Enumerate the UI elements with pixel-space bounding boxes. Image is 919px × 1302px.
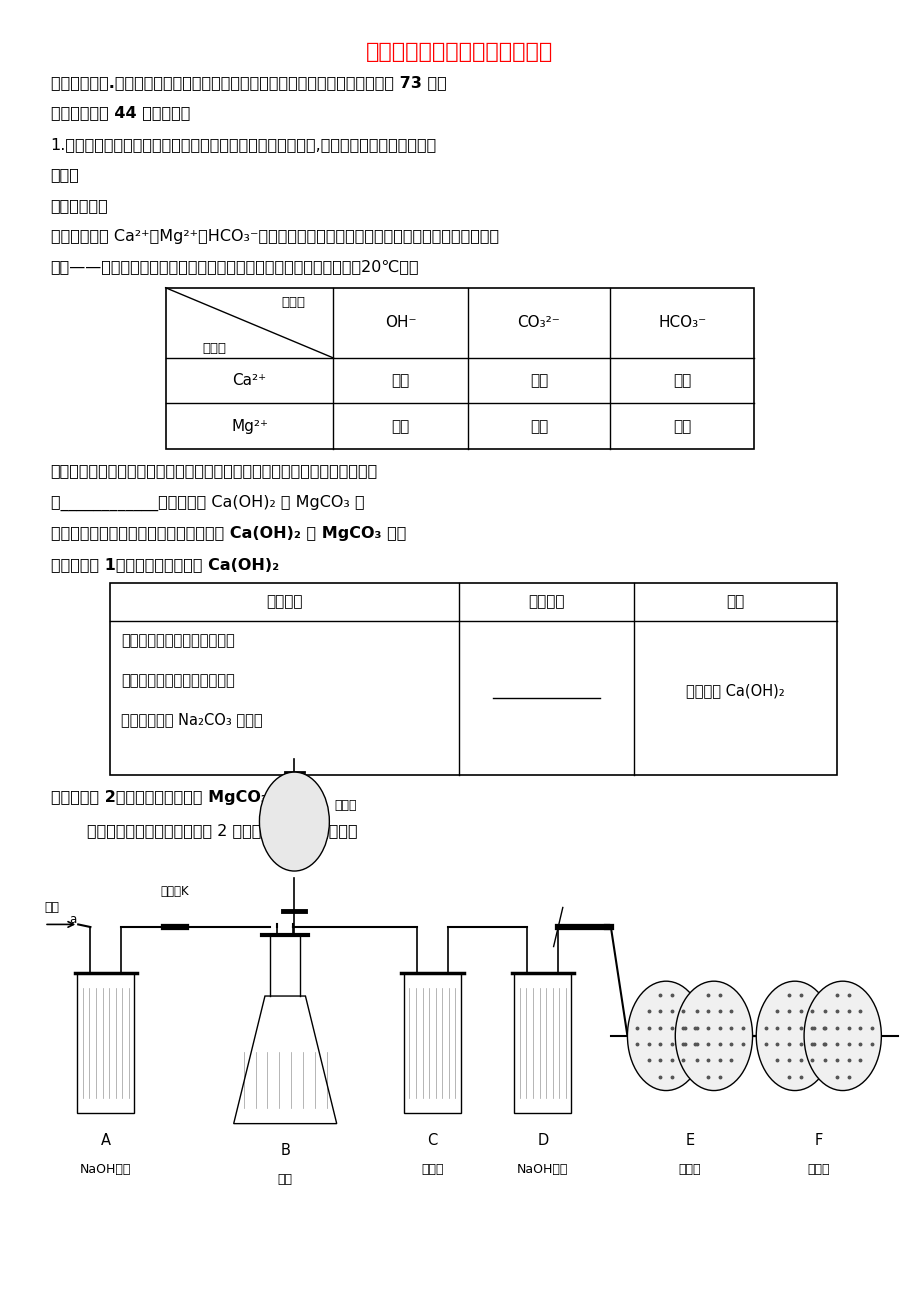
Text: 【实验方案 2】确定水垢中是否含 MgCO₃: 【实验方案 2】确定水垢中是否含 MgCO₃ <box>51 790 267 806</box>
Text: 水垢: 水垢 <box>278 1173 292 1186</box>
Text: OH⁻: OH⁻ <box>384 315 415 331</box>
Text: D: D <box>537 1133 548 1148</box>
Text: 空气: 空气 <box>44 901 59 914</box>
Text: 不溶: 不溶 <box>529 374 548 388</box>
Text: 【查阅资料】: 【查阅资料】 <box>51 198 108 214</box>
Text: 可溶: 可溶 <box>673 419 691 434</box>
Text: 实验现象: 实验现象 <box>528 595 564 609</box>
Text: HCO₃⁻: HCO₃⁻ <box>657 315 706 331</box>
Text: 水垢中无 Ca(OH)₂: 水垢中无 Ca(OH)₂ <box>686 684 784 699</box>
Text: 稀盐酸: 稀盐酸 <box>334 799 356 812</box>
Circle shape <box>675 982 752 1091</box>
Text: 1.某校化学小组对热水壶底部水垢的主要成分进行了如下探究,请完成以下活动并回答相关: 1.某校化学小组对热水壶底部水垢的主要成分进行了如下探究,请完成以下活动并回答相… <box>51 137 437 152</box>
Text: a: a <box>69 913 76 926</box>
Circle shape <box>755 982 833 1091</box>
Text: B: B <box>280 1143 289 1159</box>
Text: F: F <box>814 1133 822 1148</box>
Text: 【实验方案 1】确定水垢中是否含 Ca(OH)₂: 【实验方案 1】确定水垢中是否含 Ca(OH)₂ <box>51 557 278 573</box>
Text: Mg²⁺: Mg²⁺ <box>231 419 267 434</box>
Text: 专题复习六：科学探究综合练习: 专题复习六：科学探究综合练习 <box>366 42 553 61</box>
Text: C: C <box>426 1133 437 1148</box>
Text: 知识考点一：.关于水垢成分的探究及其计算（关注点：碳酸根离子的盐，每消耗 73 克氯: 知识考点一：.关于水垢成分的探究及其计算（关注点：碳酸根离子的盐，每消耗 73 … <box>51 76 446 91</box>
Text: 是____________，可能含有 Ca(OH)₂ 和 MgCO₃ 。: 是____________，可能含有 Ca(OH)₂ 和 MgCO₃ 。 <box>51 495 364 510</box>
Bar <box>165 288 754 449</box>
Text: 可溶: 可溶 <box>673 374 691 388</box>
Bar <box>514 973 571 1113</box>
Circle shape <box>627 982 704 1091</box>
Text: 问题。: 问题。 <box>51 167 79 182</box>
Text: 在少量研碎的水垢中，加入适: 在少量研碎的水垢中，加入适 <box>121 634 235 648</box>
Text: A: A <box>101 1133 110 1148</box>
Text: 止水夹K: 止水夹K <box>160 885 189 898</box>
Text: 化氢，都生成 44 克二氧化碳: 化氢，都生成 44 克二氧化碳 <box>51 105 189 121</box>
Text: 碱石灰: 碱石灰 <box>678 1163 700 1176</box>
Text: Ca²⁺: Ca²⁺ <box>233 374 267 388</box>
Text: E: E <box>685 1133 694 1148</box>
Text: 天然水中含有 Ca²⁺、Mg²⁺、HCO₃⁻等离子，在加热条件下，这些离子趋于生成溶解度更小的: 天然水中含有 Ca²⁺、Mg²⁺、HCO₃⁻等离子，在加热条件下，这些离子趋于生… <box>51 229 498 245</box>
Text: NaOH溶液: NaOH溶液 <box>516 1163 568 1176</box>
Text: 阴离子: 阴离子 <box>281 296 305 309</box>
Text: CO₃²⁻: CO₃²⁻ <box>517 315 560 331</box>
Text: 实验步骤: 实验步骤 <box>267 595 302 609</box>
Text: 结论: 结论 <box>725 595 743 609</box>
Text: 浓硫酸: 浓硫酸 <box>421 1163 443 1176</box>
Text: 碱石灰: 碱石灰 <box>807 1163 829 1176</box>
Text: 根据上述物质的溶解性，小组同学确定水垢的主要成分中一定含有的两种物质: 根据上述物质的溶解性，小组同学确定水垢的主要成分中一定含有的两种物质 <box>51 464 378 479</box>
Bar <box>77 973 134 1113</box>
Bar <box>110 583 836 775</box>
Text: 微溶: 微溶 <box>391 374 409 388</box>
Circle shape <box>803 982 880 1091</box>
Text: 量的蒸馏水充分搅拌，过滤，: 量的蒸馏水充分搅拌，过滤， <box>121 673 235 687</box>
Text: 物质——水垢（主要成分为碳酸盐和碱）。有关物质的溶解性见下表（20℃）：: 物质——水垢（主要成分为碳酸盐和碱）。有关物质的溶解性见下表（20℃）： <box>51 259 419 275</box>
Text: 【提出问题】水垢的主要成分中是否含有 Ca(OH)₂ 和 MgCO₃ 呢？: 【提出问题】水垢的主要成分中是否含有 Ca(OH)₂ 和 MgCO₃ 呢？ <box>51 526 405 542</box>
Text: 不溶: 不溶 <box>391 419 409 434</box>
Circle shape <box>259 772 329 871</box>
Bar <box>403 973 460 1113</box>
Text: 在滤液里加入 Na₂CO₃ 溶液。: 在滤液里加入 Na₂CO₃ 溶液。 <box>121 712 263 727</box>
Text: 阳离子: 阳离子 <box>202 342 226 355</box>
Text: 利用下列实验装置，完成实验 2 探究。其主要实验步骤如下：: 利用下列实验装置，完成实验 2 探究。其主要实验步骤如下： <box>87 823 357 838</box>
Text: NaOH溶液: NaOH溶液 <box>80 1163 131 1176</box>
Text: 微溶: 微溶 <box>529 419 548 434</box>
